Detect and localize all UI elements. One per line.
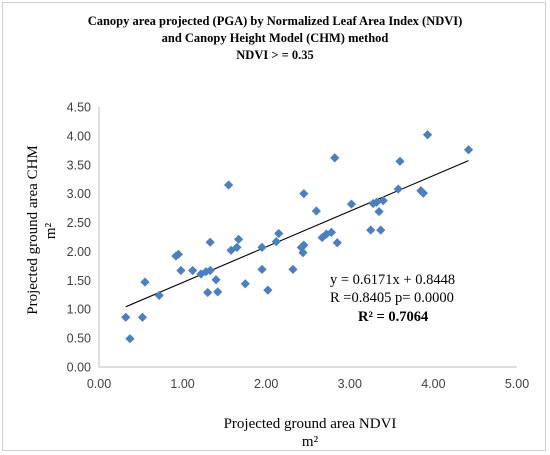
data-point [371,197,382,207]
data-point [257,264,267,274]
y-axis-title: Projected ground area CHM [25,145,41,315]
y-tick-label: 2.50 [67,216,91,230]
x-tick-label: 1.00 [170,377,194,391]
chart-frame [2,2,546,451]
x-tick-label: 4.00 [421,377,445,391]
y-tick-label: 4.50 [67,101,91,115]
data-point [326,227,337,237]
data-point [418,188,428,198]
x-tick-label: 0.00 [87,377,111,391]
y-tick-label: 1.50 [67,274,91,288]
chart-title-line-1: Canopy area projected (PGA) by Normalize… [87,14,463,28]
data-point [234,234,244,244]
x-axis-title: Projected ground area NDVI [224,416,397,432]
data-point [274,228,284,239]
data-point [140,277,150,287]
data-point [376,225,386,235]
data-point [211,275,221,285]
data-point [203,287,213,298]
data-point [257,242,267,252]
data-point [173,249,184,259]
y-tick-label: 0.00 [67,361,91,375]
data-point [317,232,327,243]
data-point [395,156,405,166]
data-point [346,199,357,209]
data-point [121,312,131,322]
data-point [374,206,384,217]
chart-subtitle: NDVI > = 0.35 [236,48,314,62]
data-point [188,265,198,276]
y-tick-label: 3.50 [67,158,91,172]
data-point [154,290,164,300]
y-tick-label: 3.00 [67,187,91,201]
y-tick-label: 4.00 [67,129,91,143]
data-point [299,189,309,199]
x-tick-label: 3.00 [338,377,362,391]
data-point [223,180,234,190]
data-point [330,153,340,163]
data-point [321,229,331,239]
data-points [121,130,474,344]
data-point [298,248,308,258]
data-point [176,265,186,276]
y-axis-unit: m² [43,222,59,239]
data-point [463,145,474,155]
equation-label: y = 0.6171x + 0.8448 [330,272,455,288]
data-point [125,334,135,344]
y-tick-label: 1.00 [67,303,91,317]
data-point [416,186,426,196]
data-point [232,242,242,252]
x-tick-label: 2.00 [254,377,278,391]
data-point [137,312,148,322]
r-squared-label: R² = 0.7064 [358,309,428,325]
data-point [213,287,223,297]
data-point [332,238,342,248]
y-tick-label: 0.50 [67,332,91,346]
trendline [125,160,469,308]
data-point [311,206,321,216]
data-point [422,130,433,140]
data-point [240,279,250,289]
x-axis-unit: m² [302,434,319,450]
data-point [205,237,215,247]
data-point [263,285,273,295]
tick-labels: 0.00 1.00 2.00 3.00 4.00 5.00 0.00 0.50 1.00 1.50… [67,101,530,392]
data-point [393,184,403,194]
data-point [271,237,281,247]
axes [98,107,517,368]
trendline-group [125,160,469,308]
data-point [366,225,376,235]
x-tick-label: 5.00 [505,377,529,391]
correlation-label: R =0.8405 p= 0.0000 [330,290,454,306]
data-point [299,240,309,250]
y-tick-label: 2.00 [67,245,91,259]
data-point [378,196,388,206]
chart-title-line-2: and Canopy Height Model (CHM) method [161,31,389,45]
data-point [205,265,215,276]
data-point [288,264,298,274]
